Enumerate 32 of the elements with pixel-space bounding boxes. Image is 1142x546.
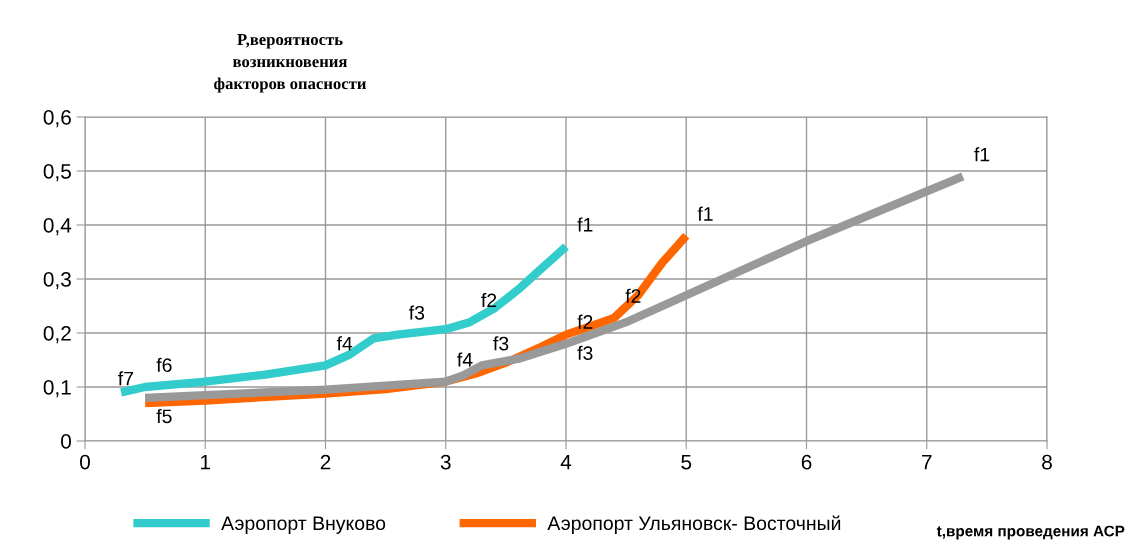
y-tick-label: 0 [61,434,71,449]
x-tick-label: 3 [440,454,451,470]
x-axis-title: t,время проведения АСР [936,525,1125,540]
x-tick-label: 4 [560,454,572,470]
annotation: f7 [118,371,134,386]
x-tick-label: 5 [681,454,692,470]
legend-label: Аэропорт Внуково [221,516,386,534]
annotation: f3 [493,336,509,351]
y-tick-label: 0,6 [43,110,71,128]
legend-label: Аэропорт Ульяновск- Восточный [547,515,841,534]
annotation: f5 [156,408,172,424]
y-tick-label: 0,1 [43,380,71,398]
chart-title: P,вероятность возникновения факторов опасности [214,34,367,93]
y-tick-label: 0,3 [43,272,71,290]
annotation: f6 [156,357,172,373]
x-tick-label: 0 [80,454,90,470]
y-tick-label: 0,5 [43,164,71,182]
y-tick-label: 0,4 [43,218,72,236]
x-tick-label: 8 [1042,454,1052,470]
x-tick-label: 1 [201,454,211,470]
y-tick-label: 0,2 [43,326,71,344]
annotation: f2 [481,292,497,308]
annotation: f4 [336,336,353,351]
x-tick-label: 6 [801,454,812,470]
annotation: f3 [577,345,593,361]
annotation: f4 [457,352,473,367]
annotation: f3 [409,305,425,320]
x-tick-label: 2 [320,454,331,470]
annotation: f1 [697,206,713,221]
annotation: f1 [974,147,990,162]
annotation: f1 [577,217,593,232]
x-tick-label: 7 [922,454,932,470]
